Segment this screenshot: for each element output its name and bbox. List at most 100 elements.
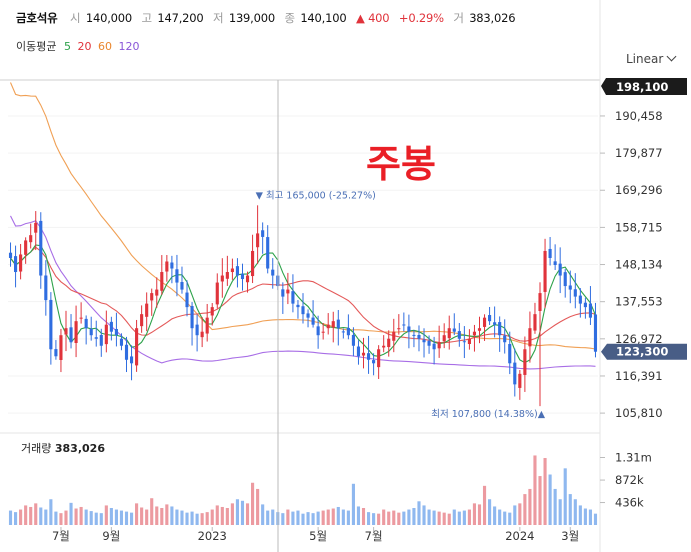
- candle: [296, 299, 300, 319]
- volume-bar: [488, 499, 492, 525]
- candle-body: [336, 319, 340, 329]
- volume-bar: [205, 512, 209, 525]
- candle-body: [568, 285, 572, 290]
- candle-body: [578, 295, 582, 304]
- candle: [563, 268, 567, 298]
- volume-bar: [84, 509, 88, 525]
- y-axis-tick-label: 148,134: [615, 258, 663, 272]
- candle-body: [44, 275, 48, 301]
- candle-body: [361, 352, 366, 356]
- candle: [407, 314, 411, 349]
- volume-bar: [29, 506, 33, 525]
- candle: [553, 244, 557, 271]
- volume-bar: [457, 511, 461, 525]
- candle: [89, 316, 93, 341]
- candle: [261, 222, 265, 254]
- overlay-title: 주봉: [366, 142, 436, 186]
- candle: [210, 303, 214, 326]
- volume-bar: [523, 494, 527, 525]
- candle: [34, 211, 38, 251]
- candle: [311, 300, 315, 328]
- candle: [291, 274, 295, 313]
- candle: [104, 310, 108, 353]
- up-arrow-icon: ▲: [355, 11, 365, 25]
- candle-body: [296, 304, 300, 308]
- candle: [331, 311, 335, 343]
- candle-body: [180, 282, 184, 290]
- candle: [583, 297, 587, 319]
- candle-body: [543, 250, 547, 292]
- volume-bar: [210, 509, 214, 525]
- candle-body: [135, 328, 139, 366]
- volume-bar: [19, 509, 23, 525]
- volume-bar: [518, 503, 522, 525]
- candle: [160, 255, 164, 295]
- volume-bar: [432, 510, 436, 525]
- candle-body: [442, 335, 446, 342]
- moving-average-legend[interactable]: 이동평균 5 20 60 120: [16, 38, 139, 54]
- volume-bar: [296, 510, 300, 525]
- candle-body: [402, 324, 406, 326]
- volume-bar: [49, 499, 53, 525]
- candle: [59, 328, 63, 373]
- candle-body: [74, 321, 78, 343]
- candle-body: [200, 331, 204, 338]
- candle: [205, 303, 209, 342]
- candle-body: [175, 269, 179, 283]
- scale-selector[interactable]: Linear: [626, 51, 677, 66]
- y-axis-tick-label: 105,810: [615, 406, 663, 420]
- volume-bars: [8, 455, 598, 525]
- volume-bar: [397, 512, 401, 525]
- volume-bar: [240, 500, 245, 525]
- volume-bar: [39, 507, 43, 525]
- candle: [135, 319, 139, 372]
- volume-bar: [129, 512, 134, 525]
- x-axis-tick-label: 5월: [309, 529, 327, 543]
- volume-bar: [140, 507, 144, 525]
- volume-bar: [472, 503, 477, 525]
- candle: [488, 306, 492, 325]
- candle: [190, 302, 194, 346]
- volume-bar: [281, 513, 285, 525]
- volume-bar: [321, 510, 325, 525]
- volume-bar: [59, 513, 63, 525]
- volume-bar: [351, 483, 355, 525]
- volume-bar: [503, 511, 507, 525]
- volume-bar: [583, 508, 587, 525]
- volume-bar: [64, 510, 68, 525]
- candle-body: [462, 341, 466, 343]
- volume-bar: [538, 476, 542, 525]
- candle-body: [34, 222, 38, 233]
- candle-body: [19, 254, 23, 272]
- candle: [528, 311, 532, 363]
- candle: [240, 263, 245, 291]
- candle-body: [79, 317, 83, 319]
- volume-bar: [326, 509, 330, 525]
- candle-body: [422, 339, 426, 343]
- candle-body: [498, 322, 502, 336]
- candle-body: [387, 338, 391, 348]
- volume-bar: [442, 512, 446, 525]
- candle-body: [286, 289, 290, 294]
- candle-body: [261, 230, 265, 237]
- volume-bar: [104, 505, 108, 525]
- candle-body: [326, 324, 330, 329]
- candle-body: [452, 328, 456, 332]
- volume-axis-tick-label: 436k: [615, 496, 644, 510]
- candle-body: [392, 331, 396, 341]
- candle-body: [503, 335, 507, 343]
- candle: [24, 237, 28, 264]
- candle: [235, 258, 240, 288]
- candle-body: [271, 269, 275, 276]
- volume-bar: [427, 509, 431, 525]
- candle-body: [437, 342, 441, 349]
- volume-bar: [447, 513, 451, 525]
- candle: [14, 245, 18, 288]
- candle: [215, 273, 219, 309]
- candle-body: [472, 331, 477, 336]
- candle: [432, 336, 436, 365]
- candle: [336, 309, 340, 346]
- candle: [593, 302, 598, 358]
- current-price-tag-value: 123,300: [616, 345, 668, 359]
